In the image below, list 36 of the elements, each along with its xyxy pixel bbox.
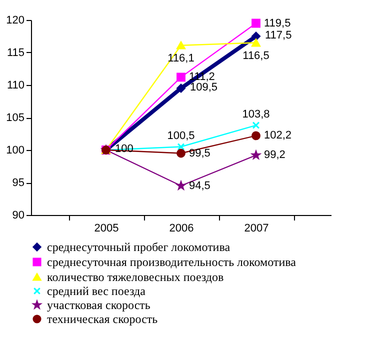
point [176,148,186,158]
data-label: 102,2 [264,130,292,142]
point [176,84,186,93]
data-label: 99,2 [264,149,286,162]
y-tick-label: 120 [6,14,24,26]
data-label: 117,5 [265,29,292,42]
y-tick-label: 90 [12,210,24,222]
point [252,32,260,41]
legend-label: средний вес поезда [47,284,146,298]
y-tick-label: 105 [6,112,24,124]
y-tick-label: 100 [6,144,24,156]
data-label: 103,8 [242,108,270,120]
x-tick-label: 2006 [169,222,194,234]
legend-label: среднесуточная производительность локомотива [47,255,297,269]
data-label: 100,5 [167,130,195,142]
point [177,143,185,150]
x-tick-label: 2005 [94,222,119,234]
data-label: 109,5 [190,81,218,94]
data-label: 119,5 [264,17,291,30]
data-label: 94,5 [189,180,210,192]
legend-label: количество тяжеловесных поездов [47,270,224,284]
point [252,18,260,28]
y-tick-label: 115 [6,47,24,59]
point [252,38,260,47]
y-tick-label: 95 [12,177,24,189]
data-label: 116,5 [242,50,270,62]
legend-label: участковая скорость [47,298,151,312]
data-label: 99,5 [189,147,210,160]
legend-label: техническая скорость [47,312,158,326]
y-tick-label: 110 [6,80,24,92]
x-tick-label: 2007 [244,222,269,234]
point [176,41,186,50]
point [252,122,260,130]
point [252,131,260,140]
point [176,72,186,82]
legend-label: среднесуточный пробег локомотива [47,240,231,254]
